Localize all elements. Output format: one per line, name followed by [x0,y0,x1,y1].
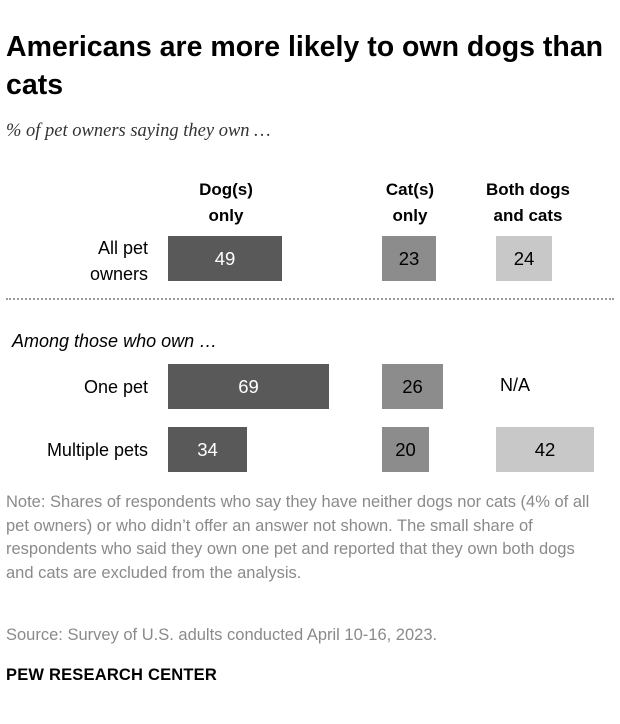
header-dogs: Dog(s) only [168,177,284,229]
bar-cats-multiple: 20 [382,427,429,472]
bar-both-multiple: 42 [496,427,594,472]
value-label-cats-all: 23 [398,247,420,269]
value-label-cats-multiple: 20 [395,438,416,460]
section-divider [6,298,614,300]
section-label: Among those who own … [12,331,218,351]
header-cats: Cat(s) only [368,177,452,229]
row-label-multiple: Multiple pets [0,437,148,463]
chart-source: Source: Survey of U.S. adults conducted … [6,626,438,644]
header-both: Both dogs and cats [464,177,592,229]
chart-note: Note: Shares of respondents who say they… [6,493,590,582]
row-label-all-line1: All pet [97,238,148,258]
header-dogs-line2: only [208,206,244,225]
row-label-one-line1: One pet [83,377,148,397]
value-label-dogs-multiple: 34 [197,438,218,460]
row-label-multiple-line1: Multiple pets [46,440,148,460]
value-label-dogs-all: 49 [214,247,236,269]
row-label-one: One pet [20,374,148,400]
value-label-cats-one: 26 [402,375,423,397]
bar-dogs-one: 69 [168,364,329,409]
bar-cats-one: 26 [382,364,443,409]
chart-subtitle: % of pet owners saying they own … [6,121,271,141]
value-label-both-multiple: 42 [534,438,556,460]
value-label-both-all: 24 [513,247,535,269]
bar-cats-all: 23 [382,236,436,281]
bar-dogs-all: 49 [168,236,282,281]
header-cats-line2: only [392,206,428,225]
row-label-all: All pet owners [40,235,148,287]
header-cats-line1: Cat(s) [385,180,435,199]
header-both-line1: Both dogs [485,180,571,199]
value-label-both-one: N/A [500,375,531,395]
row-label-all-line2: owners [89,264,148,284]
header-dogs-line1: Dog(s) [199,180,253,199]
bar-dogs-multiple: 34 [168,427,247,472]
chart-title: Americans are more likely to own dogs th… [6,31,604,101]
value-label-dogs-one: 69 [238,375,259,397]
header-both-line2: and cats [493,206,563,225]
brand-logo-text: PEW RESEARCH CENTER [6,666,217,684]
bar-both-all: 24 [496,236,552,281]
